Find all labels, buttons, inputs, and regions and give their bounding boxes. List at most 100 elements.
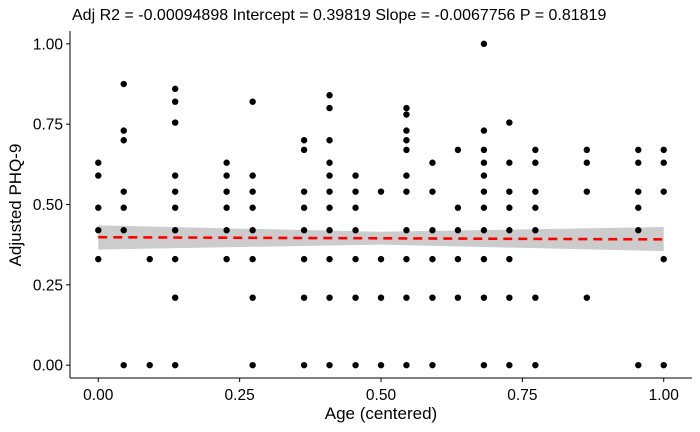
data-point bbox=[326, 137, 333, 144]
data-point bbox=[583, 294, 591, 301]
data-point bbox=[429, 188, 436, 195]
y-tick-label: 1.00 bbox=[33, 36, 64, 53]
data-point bbox=[223, 188, 230, 195]
data-point bbox=[403, 146, 410, 154]
data-point bbox=[326, 255, 333, 263]
data-point bbox=[506, 204, 513, 211]
data-point bbox=[120, 188, 127, 195]
data-point bbox=[223, 255, 230, 263]
data-point bbox=[146, 361, 153, 369]
data-point bbox=[480, 40, 488, 48]
data-point bbox=[454, 146, 462, 154]
data-point bbox=[532, 188, 539, 195]
y-tick-label: 0.00 bbox=[33, 358, 64, 375]
data-point bbox=[300, 361, 308, 369]
data-point bbox=[403, 361, 410, 369]
data-point bbox=[326, 361, 333, 369]
data-point bbox=[352, 172, 359, 179]
data-point bbox=[506, 361, 513, 369]
data-point bbox=[352, 204, 359, 211]
data-point bbox=[352, 188, 359, 195]
data-point bbox=[326, 104, 333, 112]
data-point bbox=[120, 204, 127, 211]
data-point bbox=[377, 294, 385, 301]
data-point bbox=[532, 204, 539, 211]
data-point bbox=[326, 188, 333, 195]
data-point bbox=[532, 294, 539, 301]
x-axis-title: Age (centered) bbox=[325, 404, 437, 423]
data-point bbox=[532, 227, 539, 234]
data-point bbox=[403, 227, 410, 234]
data-point bbox=[249, 172, 256, 179]
data-point bbox=[120, 127, 127, 134]
data-point bbox=[300, 137, 308, 144]
data-point bbox=[171, 188, 179, 195]
fit-line-layer bbox=[98, 235, 664, 241]
data-point bbox=[300, 188, 308, 195]
data-point bbox=[326, 172, 333, 179]
data-point bbox=[506, 188, 513, 195]
data-point bbox=[352, 361, 359, 369]
data-point bbox=[660, 188, 667, 195]
y-tick-label: 0.75 bbox=[33, 117, 63, 134]
data-point bbox=[95, 227, 102, 234]
data-point bbox=[300, 294, 308, 301]
data-point bbox=[660, 159, 667, 166]
data-point bbox=[429, 294, 436, 301]
data-point bbox=[660, 255, 667, 263]
x-tick-label: 0.25 bbox=[225, 387, 255, 404]
regression-line bbox=[98, 235, 664, 241]
confidence-band-layer bbox=[98, 225, 664, 252]
data-point bbox=[532, 361, 539, 369]
data-point bbox=[146, 255, 153, 263]
data-point bbox=[480, 188, 488, 195]
data-point bbox=[480, 361, 488, 369]
data-point bbox=[377, 361, 385, 369]
data-point bbox=[660, 361, 667, 369]
data-point bbox=[635, 204, 642, 211]
data-point bbox=[480, 294, 488, 301]
data-point bbox=[171, 85, 179, 93]
data-point bbox=[532, 159, 539, 166]
data-point bbox=[171, 119, 179, 126]
y-tick-label: 0.25 bbox=[33, 277, 63, 294]
data-point bbox=[249, 294, 256, 301]
data-point bbox=[95, 159, 102, 166]
data-point bbox=[377, 188, 385, 195]
data-point bbox=[480, 227, 488, 234]
confidence-band bbox=[98, 225, 664, 252]
data-point bbox=[300, 227, 308, 234]
data-point bbox=[429, 159, 436, 166]
data-point bbox=[454, 204, 462, 211]
x-tick-label: 0.75 bbox=[507, 387, 537, 404]
data-point bbox=[454, 255, 462, 263]
data-point bbox=[403, 188, 410, 195]
data-point bbox=[249, 188, 256, 195]
data-point bbox=[583, 146, 591, 154]
data-point bbox=[403, 255, 410, 263]
data-point bbox=[635, 159, 642, 166]
y-axis-title: Adjusted PHQ-9 bbox=[6, 144, 25, 267]
x-tick-label: 0.00 bbox=[83, 387, 114, 404]
data-point bbox=[506, 255, 513, 263]
data-point bbox=[583, 188, 591, 195]
data-point bbox=[352, 294, 359, 301]
data-point bbox=[480, 159, 488, 166]
data-point bbox=[171, 204, 179, 211]
chart-title: Adj R2 = -0.00094898 Intercept = 0.39819… bbox=[72, 7, 606, 24]
data-point bbox=[403, 127, 410, 134]
data-point bbox=[506, 159, 513, 166]
data-point bbox=[249, 361, 256, 369]
y-ticks: 0.00 0.25 0.50 0.75 1.00 bbox=[33, 36, 70, 375]
data-point bbox=[326, 294, 333, 301]
data-point bbox=[352, 227, 359, 234]
data-point bbox=[454, 227, 462, 234]
data-point bbox=[249, 204, 256, 211]
data-point bbox=[480, 172, 488, 179]
data-point bbox=[480, 146, 488, 154]
data-point bbox=[352, 255, 359, 263]
data-point bbox=[326, 227, 333, 234]
data-point bbox=[480, 204, 488, 211]
